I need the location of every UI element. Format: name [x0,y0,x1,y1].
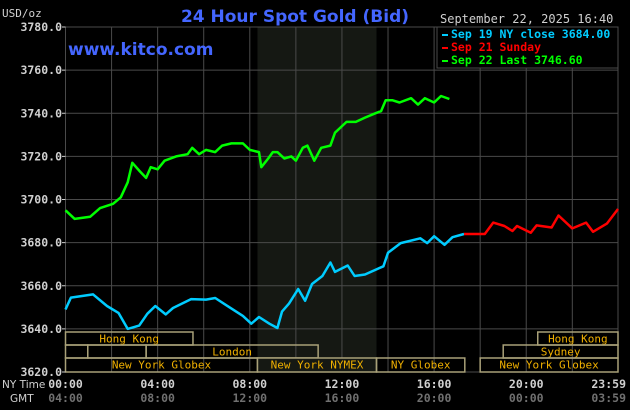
session-label-hong-kong: Hong Kong [99,333,159,346]
y-tick-label: 3760.0 [20,63,62,77]
ny-time-tick: 20:00 [509,377,544,391]
session-label-sydney: Sydney [541,346,581,359]
ny-time-tick: 12:00 [325,377,360,391]
x-axis-row-label: NY Time [2,379,45,391]
series-line-0 [64,232,465,331]
gmt-tick: 00:00 [509,391,544,405]
series-line-1 [464,208,619,236]
legend: Sep 19 NY close 3684.00 Sep 21 Sunday Se… [436,26,619,69]
x-axis-row-label: GMT [10,393,34,405]
gmt-tick: 08:00 [140,391,175,405]
legend-swatch-sep21 [442,47,448,49]
session-label-hong-kong: Hong Kong [548,333,608,346]
chart-title: 24 Hour Spot Gold (Bid) [181,7,409,27]
gmt-tick: 03:59 [591,391,626,405]
grid [65,26,619,373]
y-tick-label: 3700.0 [20,193,62,207]
session-box [479,357,619,373]
legend-sep22: Sep 22 Last 3746.60 [451,53,583,67]
gmt-tick: 16:00 [325,391,360,405]
y-tick-label: 3780.0 [20,20,62,34]
price-series [64,94,619,331]
session-box [375,357,466,373]
ny-time-tick: 08:00 [232,377,267,391]
y-tick-label: 3720.0 [20,149,62,163]
y-tick-label: 3740.0 [20,106,62,120]
y-tick-label: 3640.0 [20,322,62,336]
legend-sep19: Sep 19 NY close 3684.00 [451,27,610,41]
gmt-tick: 20:00 [417,391,452,405]
ny-time-tick: 04:00 [140,377,175,391]
session-label-ny-globex: NY Globex [391,359,451,372]
session-box [87,344,147,359]
legend-box [436,26,619,69]
timestamp: September 22, 2025 16:40 [440,12,613,26]
y-tick-label: 3660.0 [20,279,62,293]
gmt-tick: 04:00 [48,391,83,405]
y-axis-unit: USD/oz [2,7,42,20]
session-label-new-york-nymex: New York NYMEX [271,359,364,372]
session-label-new-york-globex: New York Globex [499,359,599,372]
legend-sep21: Sep 21 Sunday [451,40,541,54]
session-label-new-york-globex: New York Globex [112,359,212,372]
ny-time-tick: 16:00 [417,377,452,391]
ny-time-tick: 00:00 [48,377,83,391]
kitco-watermark: www.kitco.com [68,40,213,60]
y-tick-label: 3680.0 [20,236,62,250]
gmt-tick: 12:00 [232,391,267,405]
ny-time-tick: 23:59 [591,377,626,391]
legend-swatch-sep19 [442,34,448,36]
y-tick-label: 3620.0 [20,365,62,379]
axes: 3780.0 3760.0 3740.0 3720.0 3700.0 3680.0 3660… [2,20,626,405]
series-line-2 [64,94,450,221]
legend-swatch-sep22 [442,60,448,62]
session-box [64,344,89,359]
session-label-london: London [212,346,252,359]
